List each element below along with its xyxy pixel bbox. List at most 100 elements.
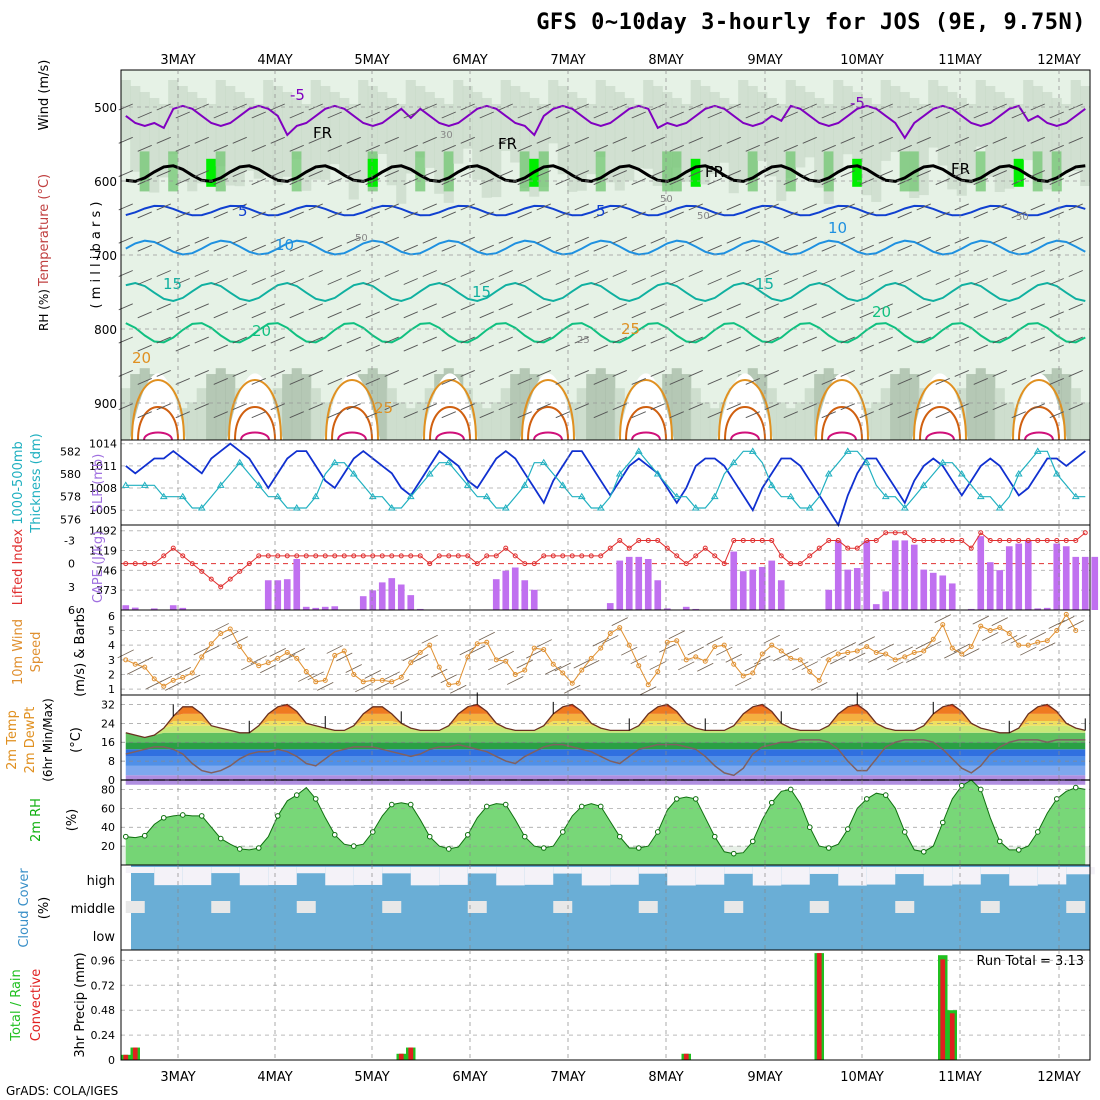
rh-moist-patch <box>975 151 986 192</box>
wind-barb <box>688 369 703 377</box>
wind-barb <box>460 336 475 344</box>
wind-barb <box>422 103 437 111</box>
li-point <box>759 537 765 543</box>
cape-bar <box>844 569 852 610</box>
rh-band-upper <box>662 92 673 185</box>
cape-bar <box>777 580 785 610</box>
rh-band-lower <box>215 368 226 440</box>
wind-point <box>1054 628 1060 634</box>
li-point <box>522 561 528 567</box>
wind-barb <box>498 203 513 211</box>
wind-barb <box>517 311 532 319</box>
wind-barb <box>498 236 513 244</box>
thickness-point <box>349 470 358 477</box>
rh-tick-label: 40 <box>101 821 115 834</box>
wind-barb <box>574 203 589 211</box>
wind-barb <box>213 411 228 419</box>
surface-wind-barb <box>915 640 932 650</box>
contour-30c-dome <box>137 406 179 441</box>
contour-label: -5 <box>290 86 305 104</box>
thickness-point <box>843 447 852 454</box>
li-tick-label: -3 <box>64 534 75 547</box>
mid-cloud-gap <box>1066 901 1086 913</box>
surface-wind-barb <box>858 636 875 645</box>
wind-barb <box>631 278 646 285</box>
wind-barb <box>840 270 855 277</box>
rh-band-lower <box>320 402 331 440</box>
rh-point <box>559 829 566 835</box>
wind-barb <box>232 103 247 111</box>
wind-point <box>683 657 689 663</box>
wind-point <box>607 630 613 636</box>
high-cloud-gap <box>439 867 468 885</box>
wind-barb <box>1049 377 1064 385</box>
rh-band-upper <box>263 80 274 176</box>
wind-barb <box>631 144 646 152</box>
wind-barb <box>270 369 285 377</box>
wind-barb <box>441 344 456 352</box>
wind-barb <box>213 278 228 285</box>
wind-barb <box>878 303 893 311</box>
wind-unit-label: (m/s) & Barbs <box>73 607 88 697</box>
li-point <box>712 553 718 559</box>
wind-barb <box>517 411 532 419</box>
contour-15c <box>125 281 1086 303</box>
wind-barb <box>251 111 266 119</box>
rh-band-upper <box>671 98 682 168</box>
li-point <box>484 553 490 559</box>
rh-band-upper <box>253 104 264 179</box>
wind-barb <box>1068 403 1083 411</box>
wind-barb <box>650 136 665 144</box>
wind-barb <box>916 403 931 411</box>
rh-point <box>407 801 414 808</box>
temp-tick-label: 0 <box>108 774 115 787</box>
wind-tick-label: 6 <box>108 610 115 623</box>
high-cloud-gap <box>667 867 696 886</box>
wind-barb <box>403 144 418 152</box>
rh-point <box>597 803 604 810</box>
pressure-tick-label: 800 <box>94 323 117 337</box>
rh-band-upper <box>766 98 777 177</box>
wind-barb <box>707 311 722 319</box>
surface-wind-barb <box>1010 634 1027 644</box>
wind-point <box>674 638 680 644</box>
wind-point <box>655 669 661 675</box>
contour-label: 5 <box>596 202 606 220</box>
high-cloud-gap <box>866 867 896 885</box>
wind-barb <box>289 278 304 285</box>
surface-wind-barb <box>402 652 419 662</box>
rh-band-upper <box>396 104 407 204</box>
rh-band-lower <box>1070 388 1081 440</box>
wind-barb <box>688 103 703 111</box>
wind-point <box>417 650 423 655</box>
wind-barb <box>1049 144 1064 152</box>
wind-barb <box>650 369 665 377</box>
wind-barb <box>479 344 494 352</box>
wind-barb <box>973 144 988 152</box>
wind-barb <box>327 411 342 419</box>
surface-wind-barb <box>526 649 543 659</box>
mid-cloud-gap <box>467 901 487 913</box>
wind-barb <box>498 369 513 377</box>
surface-wind-barb <box>222 630 239 640</box>
upper-wind-label: Wind (m/s) <box>37 60 52 131</box>
wind-barb <box>821 111 836 119</box>
thickness-label: 1000-500mb <box>11 441 26 525</box>
wind-barb <box>1068 170 1083 178</box>
wind-barb <box>954 303 969 311</box>
wind-point <box>873 650 879 655</box>
wind-barb <box>1011 244 1026 252</box>
thickness-point <box>1071 492 1080 500</box>
surface-wind-barb <box>564 684 581 694</box>
thickness-point <box>691 504 700 511</box>
rh-point <box>654 829 661 835</box>
wind-barb <box>384 270 399 277</box>
wind-barb <box>840 103 855 111</box>
surface-wind-barb <box>906 654 923 663</box>
rh-saturated-patch <box>1013 158 1024 187</box>
li-point <box>645 537 651 543</box>
wind-barb <box>726 170 741 178</box>
wind-barb <box>289 144 304 152</box>
li-point <box>389 553 395 559</box>
wind-barb <box>669 344 684 352</box>
